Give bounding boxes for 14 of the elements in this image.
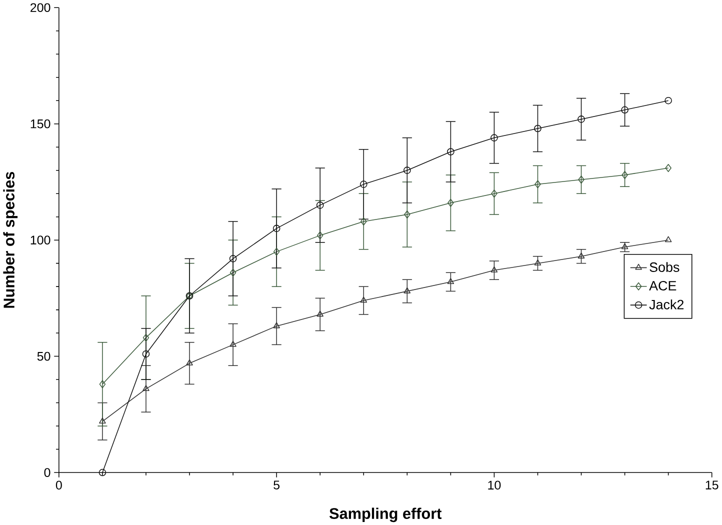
y-tick-label: 100 <box>30 236 50 244</box>
legend-label: Sobs <box>650 262 680 272</box>
x-tick-label: 15 <box>706 480 718 490</box>
y-axis-title: Number of species <box>3 172 18 308</box>
y-tick-label: 200 <box>30 3 50 12</box>
legend-label: Jack2 <box>649 299 684 310</box>
x-tick-label: 5 <box>274 480 280 490</box>
y-tick-label: 50 <box>37 352 50 361</box>
y-tick-label: 0 <box>44 468 50 477</box>
y-tick-label: 150 <box>30 119 50 128</box>
x-axis-title: Sampling effort <box>329 508 442 522</box>
x-tick-label: 10 <box>488 480 501 490</box>
x-tick-label: 0 <box>56 480 62 490</box>
legend-label: ACE <box>649 280 676 290</box>
